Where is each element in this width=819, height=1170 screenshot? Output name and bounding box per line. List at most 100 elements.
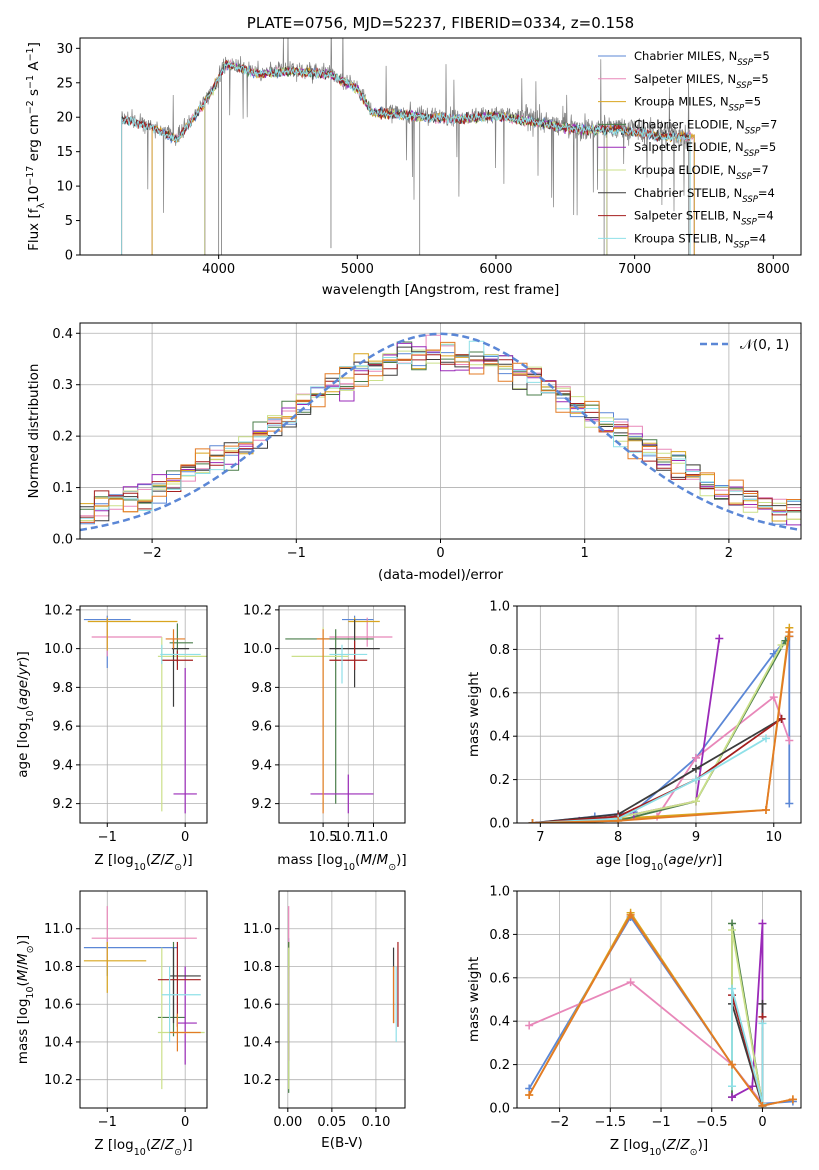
- chart-spectrum: 4000 5000 6000 7000 8000 0 5 10 15 20 25 30 PLATE=07…: [25, 14, 802, 298]
- label-part: −2: [25, 100, 36, 114]
- weight-line: [532, 644, 783, 823]
- label-part: Z: [150, 852, 161, 868]
- weight-marker: [777, 714, 786, 723]
- label-part: Z: [164, 1137, 175, 1153]
- weight-marker: [758, 919, 767, 928]
- label-part: Flux [f: [26, 207, 42, 251]
- y-tick-label: 9.2: [251, 797, 272, 812]
- weight-marker: [525, 1090, 534, 1099]
- weight-marker: [728, 1082, 737, 1091]
- weight-marker: [728, 984, 737, 993]
- y-tick-label: 0.2: [489, 773, 510, 788]
- weight-marker: [728, 1060, 737, 1069]
- weight-marker: [785, 799, 794, 808]
- weight-marker: [626, 978, 635, 987]
- x-tick-label: 11.0: [359, 830, 388, 845]
- y-axis-label: age [log10(age/yr)]: [15, 651, 36, 777]
- y-tick-label: 10.2: [44, 603, 73, 618]
- legend-part: SSP: [734, 240, 750, 250]
- plot-area: [525, 908, 797, 1108]
- legend-label: Chabrier ELODIE, NSSP=7: [634, 117, 777, 136]
- label-part: ⊙: [174, 1147, 182, 1158]
- plot-area: [288, 906, 399, 1093]
- y-tick-label: 10.6: [44, 998, 73, 1013]
- legend-part: Kroupa ELODIE, N: [634, 163, 736, 177]
- legend-part: Chabrier ELODIE, N: [634, 117, 745, 131]
- legend-label: Chabrier STELIB, NSSP=4: [634, 186, 775, 205]
- legend-part: SSP: [742, 195, 758, 205]
- legend-label: Salpeter ELODIE, NSSP=5: [634, 140, 776, 159]
- legend-part: SSP: [736, 81, 752, 91]
- y-tick-label: 0.8: [489, 643, 510, 658]
- x-tick-label: 0: [181, 830, 189, 845]
- plot-area: [83, 906, 205, 1090]
- legend-part: =4: [749, 231, 766, 245]
- label-part: ⊙: [174, 862, 182, 873]
- weight-marker: [691, 797, 700, 806]
- x-tick-label: 0: [436, 546, 444, 561]
- label-part: 10: [343, 862, 355, 873]
- weight-line: [532, 634, 791, 823]
- label-part: −1: [25, 75, 36, 89]
- y-tick-label: 1.0: [489, 600, 510, 615]
- legend-part: =5: [744, 95, 761, 109]
- axes-frame: [79, 322, 802, 540]
- weight-marker: [769, 693, 778, 702]
- label-part: )]: [712, 852, 723, 868]
- weight-line: [532, 627, 791, 823]
- label-part: ⊙: [388, 862, 396, 873]
- y-tick-label: 10.2: [243, 603, 272, 618]
- weight-line: [532, 695, 791, 823]
- y-tick-label: 0.2: [52, 430, 73, 445]
- x-axis-label: age [log10(age/yr)]: [596, 852, 722, 873]
- label-part: )]: [396, 852, 407, 868]
- y-tick-label: 0.0: [489, 1102, 510, 1117]
- x-tick-label: 0: [758, 1115, 766, 1130]
- weight-line: [528, 981, 764, 1105]
- axes-frame: [79, 605, 208, 824]
- weight-marker: [626, 910, 635, 919]
- y-axis-label: Flux [fλ10−17 erg cm−2 s−1 A−1]: [25, 42, 47, 251]
- axes-frame: [278, 605, 406, 824]
- y-tick-label: 9.6: [251, 720, 272, 735]
- legend-part: =7: [752, 163, 769, 177]
- label-part: M: [15, 969, 31, 981]
- label-part: Z: [164, 852, 175, 868]
- weight-marker: [785, 632, 794, 641]
- legend-label: Kroupa MILES, NSSP=5: [634, 95, 761, 114]
- weight-marker: [728, 1093, 737, 1102]
- y-axis-label: mass weight: [466, 672, 482, 757]
- label-part: age [log: [596, 852, 651, 868]
- weight-line: [532, 640, 787, 823]
- y-tick-label: 10.2: [44, 1073, 73, 1088]
- y-tick-label: 10.8: [44, 960, 73, 975]
- legend-label: 𝒩(0, 1): [740, 337, 789, 353]
- label-part: 10: [25, 710, 36, 722]
- label-part: 10: [134, 1147, 146, 1158]
- axes-frame: [278, 890, 406, 1109]
- y-axis-label: Normed distribution: [26, 364, 42, 499]
- y-tick-label: 0.0: [52, 533, 73, 548]
- label-part: 10: [649, 1147, 661, 1158]
- label-part: Z: [666, 1137, 677, 1153]
- y-tick-label: 9.6: [52, 720, 73, 735]
- y-tick-label: 10.8: [243, 960, 272, 975]
- y-tick-label: 10.4: [243, 1035, 272, 1050]
- x-tick-label: 5000: [341, 262, 374, 277]
- legend-part: =4: [758, 186, 775, 200]
- x-tick-label: −1: [287, 546, 306, 561]
- y-tick-label: 0.4: [489, 1015, 510, 1030]
- legend-part: SSP: [744, 149, 760, 159]
- y-tick-label: 9.4: [251, 758, 272, 773]
- weight-marker: [614, 816, 623, 823]
- weight-marker: [761, 734, 770, 743]
- plot-area: [83, 615, 207, 814]
- y-tick-label: 11.0: [243, 922, 272, 937]
- y-tick-label: 10.6: [243, 998, 272, 1013]
- plot-area: [528, 623, 794, 823]
- label-part: s: [26, 89, 42, 100]
- weight-line: [532, 718, 782, 823]
- y-tick-label: 0: [65, 249, 73, 264]
- y-tick-label: 9.8: [251, 681, 272, 696]
